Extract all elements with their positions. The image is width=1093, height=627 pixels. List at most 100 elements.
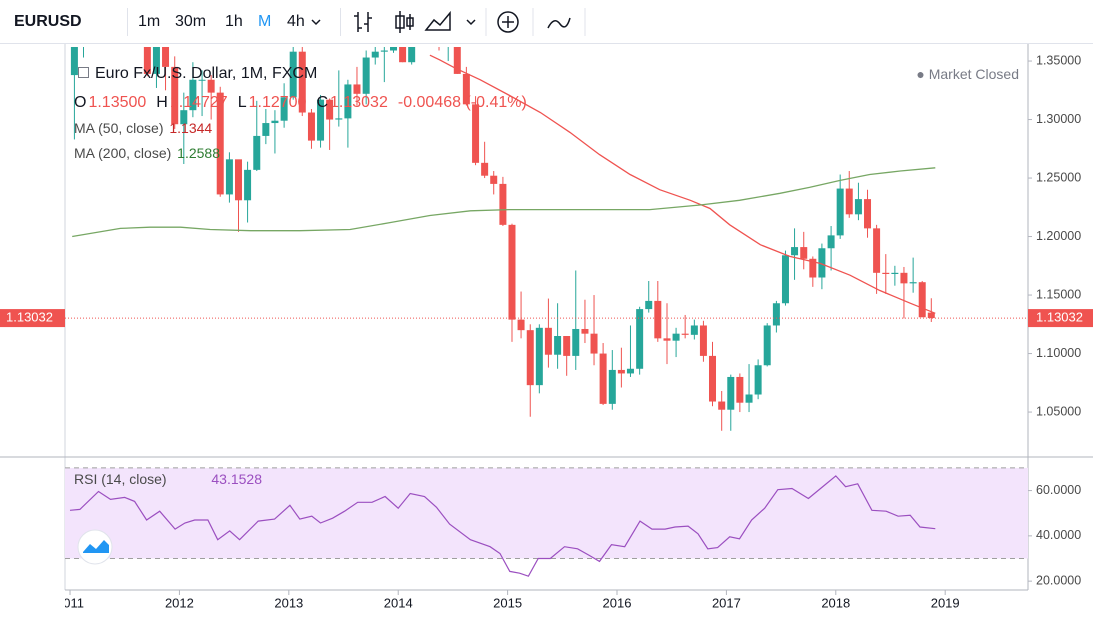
candle-body	[280, 97, 288, 121]
x-tick-label: 2012	[165, 595, 194, 610]
y-tick-label: 1.05000	[1036, 404, 1081, 418]
candle-body	[900, 272, 908, 284]
ma50-row: MA (50, close) 1.1344	[74, 120, 214, 136]
y-tick-label: 1.30000	[1036, 112, 1081, 126]
indicator-name[interactable]: MA (50, close)	[74, 120, 164, 136]
candle-body	[317, 99, 325, 141]
interval-button[interactable]: 1h	[225, 13, 243, 30]
candle-body	[836, 188, 844, 236]
indicator-value: 1.2588	[177, 145, 220, 161]
price-tag-label: 1.13032	[6, 310, 53, 325]
candle-body	[198, 79, 206, 81]
candle-body	[736, 376, 744, 403]
indicator-name[interactable]: MA (200, close)	[74, 145, 172, 161]
ohlc-key: C	[316, 94, 329, 111]
x-tick-label: 2017	[712, 595, 741, 610]
market-status: ● Market Closed	[916, 66, 1019, 82]
candle-body	[626, 368, 634, 374]
price-tag-label: 1.13032	[1036, 310, 1083, 325]
moving-average	[429, 54, 936, 314]
candle-body	[143, 47, 151, 74]
indicator-value: 43.1528	[211, 471, 262, 487]
candle-body	[891, 272, 899, 274]
candle-body	[763, 325, 771, 366]
candle-body	[271, 120, 279, 124]
chevron[interactable]	[466, 19, 476, 26]
collapse-button[interactable]	[78, 67, 89, 78]
candle-body	[289, 51, 297, 98]
candle-body	[918, 282, 926, 318]
status-text: Market Closed	[928, 66, 1019, 82]
x-tick-label: 2013	[274, 595, 303, 610]
y-tick-label: 1.35000	[1036, 53, 1081, 67]
candle-body	[672, 333, 680, 341]
interval-button[interactable]: 30m	[175, 13, 207, 30]
ohlc-row: O 1.13500 H 1.14727 L 1.12700 C 1.13032 -0.00468…	[74, 94, 529, 112]
y-tick-label: 1.10000	[1036, 346, 1081, 360]
candle-body	[490, 175, 498, 184]
candle-body	[472, 104, 480, 163]
candle-body	[563, 336, 571, 356]
candle-body	[882, 272, 890, 274]
candle-body	[326, 99, 334, 120]
candle-body	[590, 333, 598, 354]
x-tick-label: 2019	[931, 595, 960, 610]
candle-body	[526, 330, 534, 386]
candle-body	[709, 355, 717, 402]
chevron[interactable]	[311, 19, 321, 26]
interval-button[interactable]: 1m	[138, 13, 161, 30]
candle-body	[180, 110, 188, 125]
candle-body	[754, 365, 762, 395]
candle-body	[234, 159, 242, 201]
ohlc-value: 1.13032	[330, 94, 388, 111]
candle-body	[362, 57, 370, 94]
symbol[interactable]: EURUSD	[14, 13, 82, 30]
y-tick-label: 1.15000	[1036, 287, 1081, 301]
rsi-line	[69, 475, 936, 577]
candle-body	[371, 51, 379, 58]
area-icon[interactable]	[424, 10, 451, 31]
candle-body	[854, 199, 862, 215]
candle-body	[380, 50, 388, 52]
interval-button[interactable]: M	[258, 13, 272, 30]
toolbar: EURUSD 1m 30m 1h M 4h	[0, 0, 1093, 44]
candle-body	[244, 169, 252, 201]
candle-body	[162, 47, 170, 67]
candle-body	[89, 0, 96, 26]
separator	[127, 8, 128, 36]
candle-body	[253, 135, 261, 170]
candle-body	[207, 79, 215, 93]
candles-icon[interactable]	[395, 11, 414, 33]
indicator-name[interactable]: RSI (14, close)	[74, 471, 167, 487]
compare-icon[interactable]	[547, 17, 571, 29]
candle-body	[499, 183, 507, 225]
x-tick-label: 2018	[821, 595, 850, 610]
tv-logo	[77, 529, 113, 565]
candle-body	[70, 47, 78, 76]
candle-body	[781, 255, 789, 304]
candle-body	[581, 328, 589, 334]
rsi-band	[65, 467, 1028, 559]
chart-title: Euro Fx/U.S. Dollar, 1M, FXCM	[95, 65, 318, 82]
candle-body	[436, 18, 443, 46]
candle-body	[189, 79, 197, 111]
candle-body	[608, 369, 616, 404]
candle-body	[171, 66, 179, 125]
candle-body	[225, 159, 233, 195]
toolbar-icons	[311, 8, 586, 36]
ohlc-value: 1.12700	[248, 94, 307, 111]
candle-body	[873, 228, 881, 273]
x-tick-label: 2011	[56, 595, 84, 610]
bars-icon[interactable]	[354, 12, 372, 32]
candle-body	[535, 327, 543, 386]
price-tag	[1028, 309, 1093, 328]
candle-body	[745, 394, 753, 403]
x-tick-label: 2014	[384, 595, 413, 610]
add-indicator[interactable]	[497, 11, 519, 33]
candle-body	[544, 327, 552, 355]
candle-body	[517, 319, 525, 331]
candle-body	[645, 300, 653, 310]
ohlc-key: L	[237, 94, 247, 111]
candle-body	[417, 25, 424, 29]
interval-button[interactable]: 4h	[287, 13, 305, 30]
